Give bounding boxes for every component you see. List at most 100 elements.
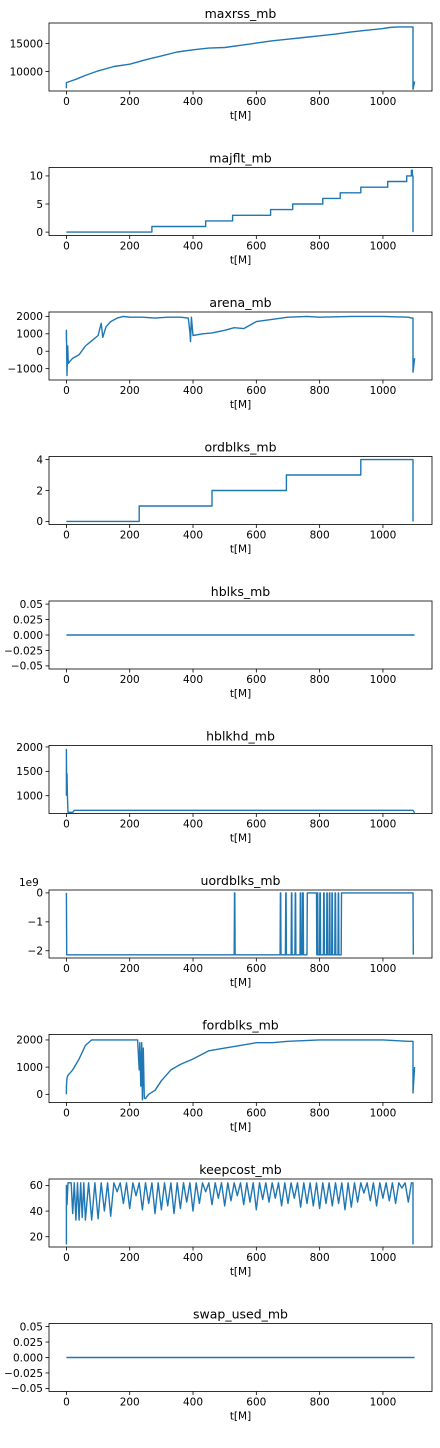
y-tick-label: 0.05 <box>20 599 43 611</box>
subplot-title: keepcost_mb <box>199 1162 281 1177</box>
x-tick-label: 600 <box>246 241 266 253</box>
x-tick-label: 800 <box>310 385 330 397</box>
y-tick-label: 0.025 <box>13 1337 43 1349</box>
x-tick-label: 800 <box>310 819 330 831</box>
x-axis-label: t[M] <box>230 399 251 411</box>
subplot-ordblks_mb: ordblks_mb 0 200 400 600 800 1000 0 2 4 t[M] <box>36 440 433 556</box>
y-tick-label: 0 <box>36 1089 43 1101</box>
x-axis-label: t[M] <box>230 255 251 267</box>
y-tick-label: −0.05 <box>11 661 43 673</box>
subplot-fordblks_mb: fordblks_mb 0 200 400 600 800 1000 0 1000 2000 t[M… <box>16 1018 433 1134</box>
y-tick-label: 2 <box>36 485 43 497</box>
subplot-maxrss_mb: maxrss_mb 0 200 400 600 800 1000 10000 15000 t[M] <box>10 6 433 122</box>
series-line <box>65 1182 414 1245</box>
x-tick-label: 200 <box>120 963 140 975</box>
x-tick-label: 600 <box>246 1252 266 1264</box>
x-tick-label: 800 <box>310 241 330 253</box>
x-tick-label: 600 <box>246 1108 266 1120</box>
y-tick-label: 1000 <box>16 1062 43 1074</box>
x-tick-label: 1000 <box>370 674 397 686</box>
y-tick-label: 10000 <box>10 66 43 78</box>
x-tick-label: 200 <box>120 96 140 108</box>
series-line <box>65 1039 416 1101</box>
x-axis-label: t[M] <box>230 977 251 989</box>
x-tick-label: 200 <box>120 674 140 686</box>
x-tick-label: 400 <box>183 1252 203 1264</box>
x-tick-label: 200 <box>120 1252 140 1264</box>
x-axis-label: t[M] <box>230 110 251 122</box>
y-tick-label: 15000 <box>10 38 43 50</box>
subplot-keepcost_mb: keepcost_mb 0 200 400 600 800 1000 20 40 60 t[M] <box>30 1162 433 1278</box>
y-tick-label: −1000 <box>7 363 43 375</box>
x-tick-label: 400 <box>183 385 203 397</box>
x-tick-label: 800 <box>310 1252 330 1264</box>
x-tick-label: 0 <box>63 385 70 397</box>
y-tick-label: 2000 <box>16 742 43 754</box>
x-tick-label: 1000 <box>370 385 397 397</box>
axes-frame <box>48 1034 433 1103</box>
x-tick-label: 200 <box>120 385 140 397</box>
x-tick-label: 1000 <box>370 1108 397 1120</box>
y-tick-label: 1000 <box>16 791 43 803</box>
y-tick-label: −0.05 <box>11 1383 43 1395</box>
axes-frame <box>48 1178 433 1248</box>
axes-frame <box>48 311 433 381</box>
x-tick-label: 200 <box>120 241 140 253</box>
subplot-title: majflt_mb <box>209 151 272 166</box>
y-tick-label: −0.025 <box>4 645 43 657</box>
x-tick-label: 600 <box>246 385 266 397</box>
y-tick-label: 1500 <box>16 766 43 778</box>
x-tick-label: 0 <box>63 1397 70 1409</box>
subplot-title: uordblks_mb <box>201 873 281 888</box>
y-tick-label: 0 <box>36 516 43 528</box>
x-tick-label: 600 <box>246 96 266 108</box>
x-axis-label: t[M] <box>230 1122 251 1134</box>
y-tick-label: 0.000 <box>13 630 43 642</box>
subplot-majflt_mb: majflt_mb 0 200 400 600 800 1000 0 5 10 t[M] <box>30 151 433 267</box>
x-tick-label: 800 <box>310 674 330 686</box>
x-tick-label: 200 <box>120 819 140 831</box>
y-tick-label: 20 <box>30 1232 43 1244</box>
series-line <box>65 315 416 377</box>
x-tick-label: 1000 <box>370 241 397 253</box>
x-tick-label: 0 <box>63 96 70 108</box>
axes-frame <box>48 167 433 236</box>
x-tick-label: 0 <box>63 674 70 686</box>
x-tick-label: 1000 <box>370 1252 397 1264</box>
x-tick-label: 0 <box>63 819 70 831</box>
subplot-title: maxrss_mb <box>205 6 277 21</box>
series-line <box>65 26 416 90</box>
x-tick-label: 1000 <box>370 1397 397 1409</box>
x-tick-label: 0 <box>63 963 70 975</box>
subplot-hblks_mb: hblks_mb 0 200 400 600 800 1000 −0.05 −0.025 0.00… <box>4 584 433 700</box>
y-tick-label: 2000 <box>16 311 43 323</box>
x-axis-label: t[M] <box>230 1411 251 1423</box>
y-tick-label: 60 <box>30 1180 43 1192</box>
subplot-arena_mb: arena_mb 0 200 400 600 800 1000 −1000 0 1000 2000 t… <box>7 295 433 411</box>
x-tick-label: 0 <box>63 1252 70 1264</box>
axes-frame <box>48 22 433 92</box>
y-tick-label: 10 <box>30 171 43 183</box>
y-tick-label: 2000 <box>16 1035 43 1047</box>
x-tick-label: 600 <box>246 819 266 831</box>
x-tick-label: 600 <box>246 1397 266 1409</box>
axes-frame <box>48 745 433 814</box>
y-tick-label: 0 <box>36 346 43 358</box>
subplot-title: ordblks_mb <box>204 440 276 455</box>
subplot-title: arena_mb <box>209 295 271 310</box>
y-tick-label: 0.000 <box>13 1352 43 1364</box>
y-tick-label: 0.05 <box>20 1321 43 1333</box>
y-tick-label: 0 <box>36 227 43 239</box>
x-tick-label: 600 <box>246 963 266 975</box>
x-tick-label: 400 <box>183 819 203 831</box>
x-axis-label: t[M] <box>230 833 251 845</box>
y-offset-label: 1e9 <box>19 877 39 889</box>
subplot-title: swap_used_mb <box>193 1307 288 1322</box>
x-axis-label: t[M] <box>230 1266 251 1278</box>
x-tick-label: 400 <box>183 96 203 108</box>
x-tick-label: 800 <box>310 1397 330 1409</box>
x-tick-label: 400 <box>183 1108 203 1120</box>
x-tick-label: 400 <box>183 674 203 686</box>
